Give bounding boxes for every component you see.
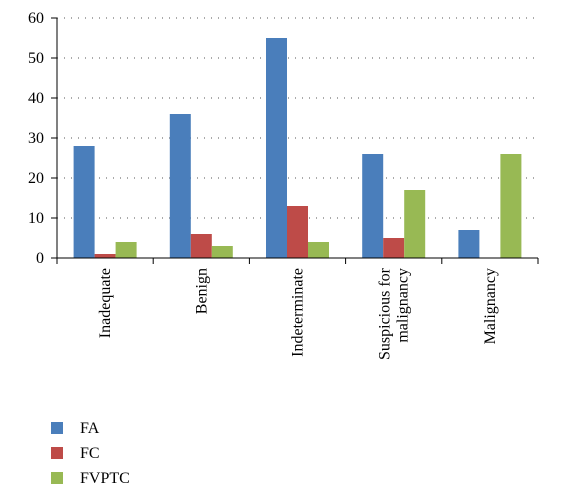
y-tick-label-30: 30 [28,130,44,147]
bar-fc-0 [94,254,116,258]
bar-fc-3 [383,238,405,258]
y-tick-label-40: 40 [28,90,44,107]
bar-fvptc-1 [211,246,233,258]
legend: FA FC FVPTC [51,420,130,487]
x-category-label-line: malignancy [395,268,412,343]
legend-swatch-fa [51,422,63,434]
x-category-label-1: Benign [193,268,210,314]
legend-label-fc: FC [80,445,100,462]
legend-swatch-fc [51,447,63,459]
bar-fa-3 [362,154,384,258]
bar-fa-1 [169,114,191,258]
bar-fa-0 [73,146,95,258]
x-axis-category-labels: Inadequate Benign Indeterminate Suspicious … [56,258,539,360]
gridlines [57,17,538,219]
y-tick-label-60: 60 [28,10,44,27]
bar-fvptc-2 [308,242,329,258]
bars [73,38,522,258]
bar-fvptc-0 [115,242,137,258]
bar-fa-2 [266,38,287,258]
y-tick-label-50: 50 [28,50,44,67]
bar-fvptc-4 [500,154,522,258]
x-category-label-0: Inadequate [97,268,114,338]
bar-fa-4 [458,230,480,258]
x-category-label-line: Inadequate [97,268,114,338]
bar-fc-1 [190,234,212,258]
bar-fc-2 [287,206,308,258]
x-category-label-line: Malignancy [482,268,499,344]
legend-swatch-fvptc [51,472,63,484]
y-tick-label-10: 10 [28,210,44,227]
x-category-label-4: Malignancy [482,268,499,344]
x-category-label-3: Suspicious formalignancy [377,267,412,360]
bar-fvptc-3 [404,190,426,258]
legend-label-fa: FA [80,420,100,437]
legend-label-fvptc: FVPTC [80,470,130,487]
x-category-label-line: Indeterminate [290,268,307,357]
y-axis-ticks: 0 10 20 30 40 50 60 [28,10,57,267]
y-tick-label-0: 0 [36,250,44,267]
x-category-label-2: Indeterminate [290,268,307,357]
x-category-label-line: Benign [193,268,210,314]
y-tick-label-20: 20 [28,170,44,187]
x-category-label-line: Suspicious for [377,267,394,360]
